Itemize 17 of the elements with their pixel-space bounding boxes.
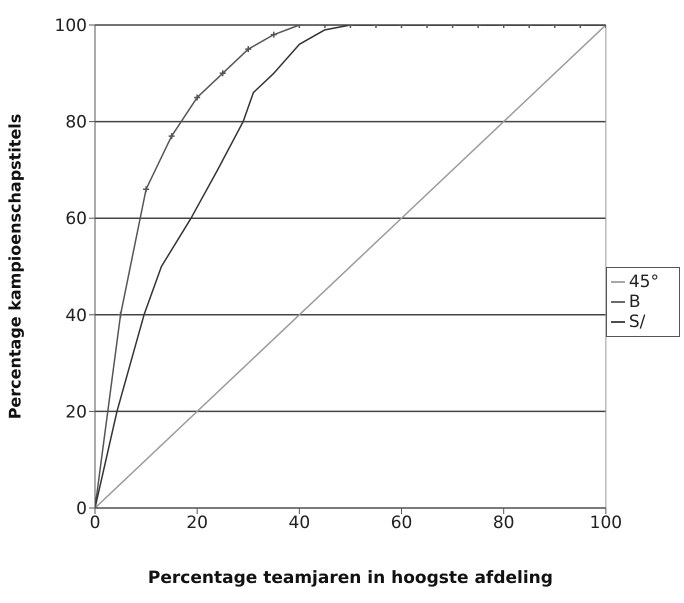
y-tick-label: 20	[65, 402, 87, 422]
x-tick-label: 20	[186, 513, 208, 534]
y-axis-title: Percentage kampioenschapstitels	[6, 114, 25, 420]
y-tick-label: 0	[76, 499, 87, 520]
x-tick-label: 80	[492, 513, 515, 534]
y-tick-label: 100	[54, 16, 87, 36]
y-tick-label: 80	[65, 112, 87, 133]
x-tick-label: 0	[90, 513, 100, 534]
x-axis-title: Percentage teamjaren in hoogste afdeling	[148, 568, 553, 588]
x-tick-label: 60	[390, 513, 412, 534]
x-tick-label: 100	[590, 513, 622, 534]
y-tick-label: 40	[65, 306, 87, 326]
legend-label: 45°	[628, 272, 659, 292]
x-tick-label: 40	[288, 513, 310, 534]
legend-label: S/	[628, 312, 646, 332]
y-tick-label: 60	[65, 209, 87, 230]
legend-label: B	[628, 292, 641, 312]
